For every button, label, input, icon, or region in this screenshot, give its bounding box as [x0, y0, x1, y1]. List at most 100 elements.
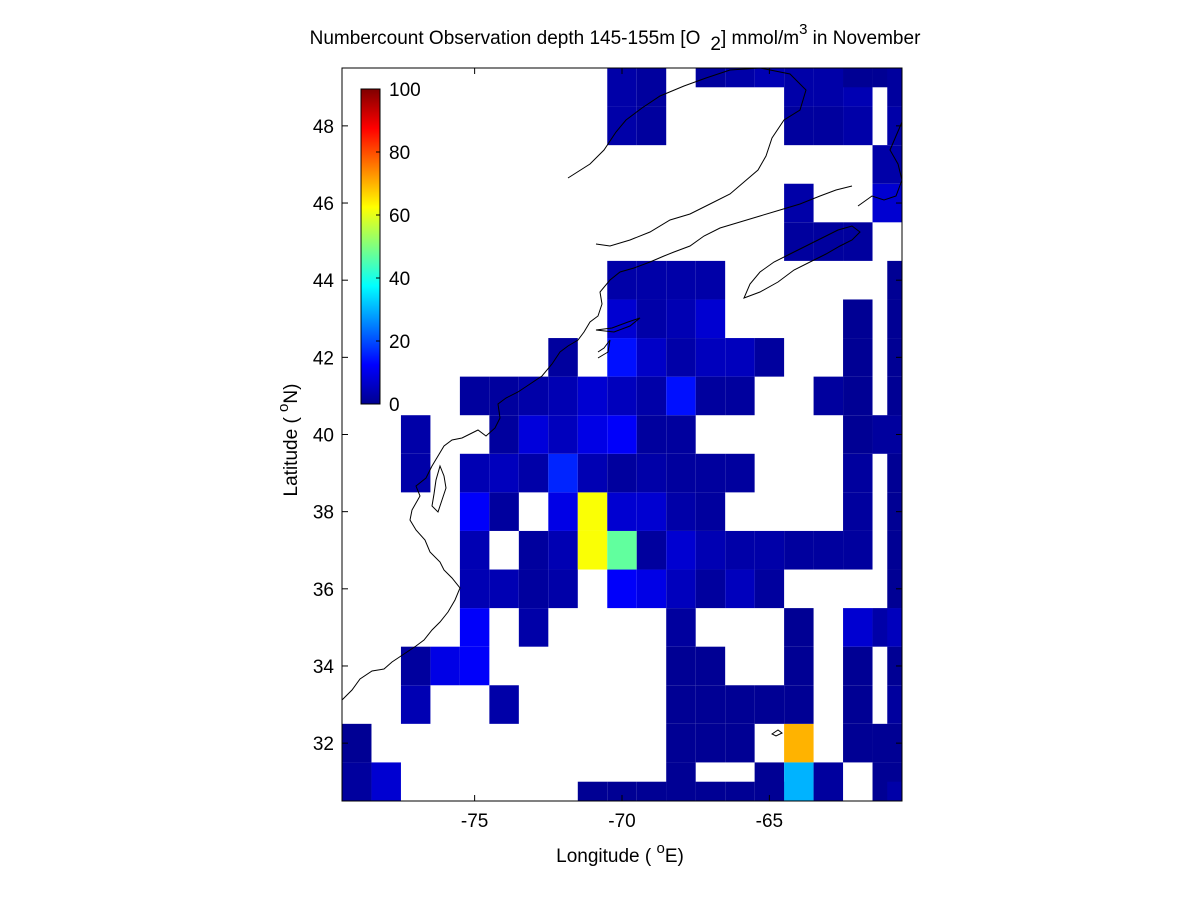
heatmap-cell	[843, 646, 873, 686]
heatmap-cell	[843, 222, 873, 261]
heatmap-cell	[636, 453, 667, 493]
heatmap-cell	[887, 685, 902, 724]
heatmap-cell	[548, 376, 578, 416]
heatmap-cell	[843, 415, 873, 454]
x-axis-ticks: -75 -70 -65	[461, 68, 783, 832]
heatmap-cell	[459, 453, 490, 493]
heatmap-cell	[489, 453, 519, 493]
heatmap-cell	[607, 68, 637, 107]
heatmap-cell	[695, 530, 726, 570]
heatmap-cell	[843, 376, 873, 416]
heatmap-cell	[577, 781, 608, 801]
coastline-nova-scotia	[743, 225, 861, 299]
heatmap-cell	[725, 781, 755, 801]
heatmap-cell	[489, 376, 519, 416]
chart-title: Numbercount Observation depth 145-155m […	[310, 21, 921, 55]
y-tick-label: 48	[313, 117, 334, 138]
heatmap-cell	[607, 260, 637, 300]
heatmap-cell	[843, 106, 873, 146]
heatmap-cell	[459, 569, 490, 609]
heatmap-cell	[813, 68, 844, 107]
coastline-gulf-st-lawrence	[567, 67, 807, 247]
y-tick-label: 36	[313, 580, 334, 601]
heatmap-cell	[695, 376, 726, 416]
heatmap-cell	[607, 299, 637, 339]
heatmap-cell	[607, 569, 637, 609]
heatmap-cell	[666, 453, 696, 493]
heatmap-cell	[695, 781, 726, 801]
heatmap-cell	[666, 492, 696, 531]
heatmap-cell	[489, 492, 519, 531]
heatmap-cell	[813, 376, 844, 416]
heatmap-cell	[636, 376, 667, 416]
heatmap-cell	[666, 415, 696, 454]
heatmap-cell	[695, 453, 726, 493]
heatmap-cell	[518, 453, 549, 493]
heatmap-cell	[725, 685, 755, 724]
heatmap-cell	[577, 530, 608, 570]
heatmap-cell	[607, 492, 637, 531]
heatmap-cell	[725, 530, 755, 570]
heatmap-cell	[489, 569, 519, 609]
heatmap-cell	[636, 260, 667, 300]
heatmap-cell	[725, 338, 755, 377]
coastline-long-island	[595, 317, 641, 333]
heatmap-cell	[784, 68, 814, 107]
heatmap-cell	[577, 415, 608, 454]
heatmap-cell	[666, 376, 696, 416]
heatmap-cell	[518, 415, 549, 454]
heatmap-cell	[784, 762, 814, 801]
colorbar-tick-label: 20	[389, 332, 410, 353]
heatmap-cell	[548, 415, 578, 454]
heatmap-cell	[725, 376, 755, 416]
heatmap-cell	[636, 530, 667, 570]
heatmap-cell	[725, 723, 755, 763]
heatmap-cell	[430, 646, 460, 686]
heatmap-cell	[548, 492, 578, 531]
heatmap-cell	[887, 68, 902, 107]
heatmap-cell	[577, 453, 608, 493]
heatmap-cells	[342, 68, 902, 801]
heatmap-cell	[548, 453, 578, 493]
heatmap-cell	[887, 106, 902, 146]
heatmap-cell	[843, 492, 873, 531]
heatmap-cell	[518, 376, 549, 416]
heatmap-cell	[636, 106, 667, 146]
y-tick-label: 42	[313, 348, 334, 369]
heatmap-cell	[754, 68, 785, 88]
y-tick-label: 40	[313, 426, 334, 447]
y-tick-label: 32	[313, 734, 334, 755]
heatmap-cell	[695, 646, 726, 686]
heatmap-cell	[843, 530, 873, 570]
x-tick-label: -75	[461, 811, 488, 832]
coastline-delmarva	[431, 464, 447, 513]
coastline-cape-cod	[597, 339, 611, 359]
heatmap-cell	[636, 338, 667, 377]
heatmap-cell	[607, 530, 637, 570]
heatmap-cell	[754, 685, 785, 724]
heatmap-cell	[666, 685, 696, 724]
y-tick-label: 44	[313, 271, 335, 292]
heatmap-cell	[607, 376, 637, 416]
heatmap-cell	[887, 492, 902, 531]
y-tick-label: 46	[313, 194, 334, 215]
heatmap-cell	[725, 569, 755, 609]
heatmap-cell	[784, 530, 814, 570]
heatmap-cell	[607, 453, 637, 493]
coastline-us-east	[341, 185, 853, 701]
heatmap-cell	[666, 260, 696, 300]
heatmap-cell	[695, 685, 726, 724]
heatmap-cell	[548, 569, 578, 609]
heatmap-cell	[400, 415, 431, 454]
y-axis-ticks: 32 34 36 38 40 42 44 46 48	[313, 117, 902, 755]
heatmap-cell	[843, 68, 873, 88]
heatmap-cell	[843, 453, 873, 493]
heatmap-cell	[784, 183, 814, 223]
heatmap-cell	[636, 492, 667, 531]
heatmap-cell	[636, 569, 667, 609]
heatmap-cell	[666, 723, 696, 763]
heatmap-cell	[577, 492, 608, 531]
heatmap-cell	[843, 685, 873, 724]
heatmap-cell	[666, 608, 696, 647]
heatmap-cell	[887, 646, 902, 686]
